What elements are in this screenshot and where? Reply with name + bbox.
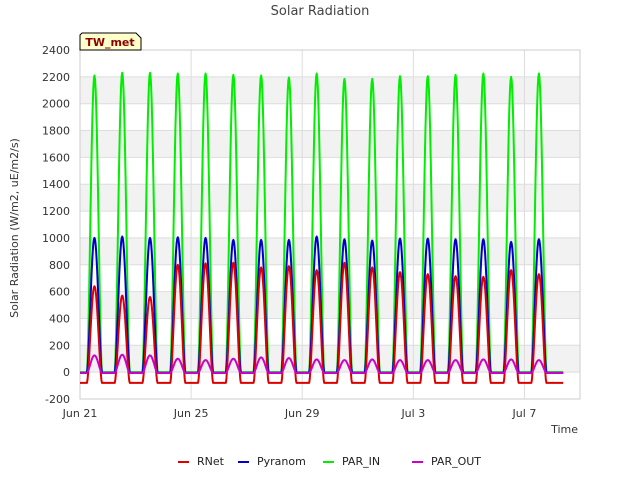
legend-label: RNet	[197, 455, 225, 468]
y-tick-label: 600	[49, 286, 70, 299]
x-tick-label: Jun 21	[62, 407, 98, 420]
y-tick-label: 2400	[42, 44, 70, 57]
grid-band	[80, 130, 580, 158]
y-tick-label: 200	[49, 339, 70, 352]
legend-item-par-out: PAR_OUT	[412, 455, 481, 468]
legend: RNet Pyranom PAR_IN PAR_OUT	[178, 455, 481, 468]
y-tick-label: 1400	[42, 178, 70, 191]
legend-label: PAR_IN	[342, 455, 380, 468]
grid-band	[80, 76, 580, 104]
x-tick-label: Jun 29	[284, 407, 320, 420]
y-tick-label: 1800	[42, 125, 70, 138]
grid-band	[80, 237, 580, 265]
y-tick-label: 0	[63, 366, 70, 379]
y-axis-ticks: -200 0 200 400 600 800 1000 1200 1400 1600 1800 200…	[42, 44, 70, 406]
station-badge: TW_met	[79, 32, 142, 51]
legend-item-pyranom: Pyranom	[238, 455, 306, 468]
series-layer	[79, 71, 564, 384]
x-axis-label: Time	[550, 423, 578, 436]
y-tick-label: 2000	[42, 98, 70, 111]
series-line-par-out	[79, 353, 564, 374]
y-tick-label: 1000	[42, 232, 70, 245]
x-tick-label: Jul 7	[512, 407, 537, 420]
y-tick-label: -200	[45, 393, 70, 406]
legend-label: Pyranom	[257, 455, 306, 468]
legend-item-rnet: RNet	[178, 455, 225, 468]
x-tick-label: Jun 25	[173, 407, 209, 420]
station-badge-label: TW_met	[85, 36, 134, 49]
grid-band	[80, 291, 580, 319]
x-axis-ticks: Jun 21 Jun 25 Jun 29 Jul 3 Jul 7	[62, 407, 537, 420]
y-axis-label: Solar Radiation (W/m2, uE/m2/s)	[8, 138, 21, 318]
grid-band	[80, 184, 580, 212]
y-tick-label: 1600	[42, 151, 70, 164]
chart-title: Solar Radiation	[271, 4, 370, 19]
y-tick-label: 400	[49, 312, 70, 325]
y-tick-label: 800	[49, 259, 70, 272]
y-tick-label: 1200	[42, 205, 70, 218]
grid-bands	[80, 76, 580, 373]
legend-label: PAR_OUT	[431, 455, 481, 468]
legend-item-par-in: PAR_IN	[323, 455, 380, 468]
x-tick-label: Jul 3	[400, 407, 425, 420]
y-tick-label: 2200	[42, 71, 70, 84]
series-line-rnet	[79, 261, 564, 384]
grid-band	[80, 345, 580, 373]
plot-border	[79, 49, 581, 400]
station-badge-shape	[79, 32, 142, 51]
